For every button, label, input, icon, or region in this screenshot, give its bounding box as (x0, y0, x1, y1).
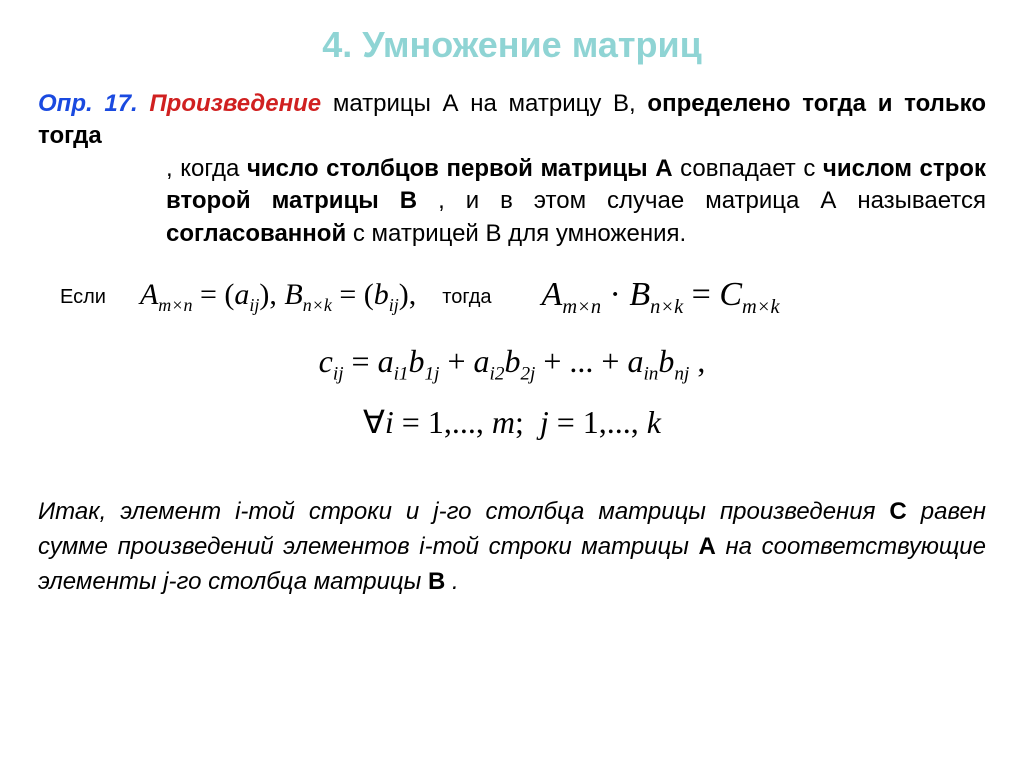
summary-bold-a: А (699, 533, 716, 560)
definition-text-1: матрицы А на матрицу В, (333, 90, 648, 117)
definition-text-3: совпадает с (680, 155, 823, 182)
definition-product-word: Произведение (149, 90, 321, 117)
definition-bold-4: согласованной (166, 220, 346, 247)
summary-paragraph: Итак, элемент i-той строки и j-го столбц… (38, 495, 986, 599)
if-label: Если (60, 286, 106, 309)
summary-text-4: . (452, 568, 459, 595)
slide-title: 4. Умножение матриц (38, 24, 986, 66)
summary-text-1: Итак, элемент i-той строки и j-го столбц… (38, 498, 889, 525)
summary-bold-c: С (889, 498, 906, 525)
formula-row-1: Если Am×n = (aij), Bn×k = (bij), тогда A… (38, 276, 986, 319)
formula-cij: cij = ai1b1j + ai2b2j + ... + ainbnj , (38, 343, 986, 385)
formula-indices: ∀i = 1,..., m; j = 1,..., k (38, 403, 986, 441)
then-label: тогда (442, 286, 491, 309)
summary-bold-b: В (428, 568, 445, 595)
definition-text-4: , и в этом случае матрица А называется (438, 187, 986, 214)
definition-text-2: , когда (166, 155, 247, 182)
definition-paragraph: Опр. 17. Произведение матрицы А на матри… (38, 88, 986, 250)
formula-definition-ab: Am×n = (aij), Bn×k = (bij), (140, 278, 416, 316)
definition-label: Опр. 17. (38, 90, 138, 117)
definition-bold-2: число столбцов первой матрицы А (247, 155, 673, 182)
formula-product-dim: Am×n · Bn×k = Cm×k (542, 276, 780, 319)
slide-container: 4. Умножение матриц Опр. 17. Произведени… (0, 0, 1024, 600)
definition-text-5: с матрицей В для умножения. (353, 220, 686, 247)
